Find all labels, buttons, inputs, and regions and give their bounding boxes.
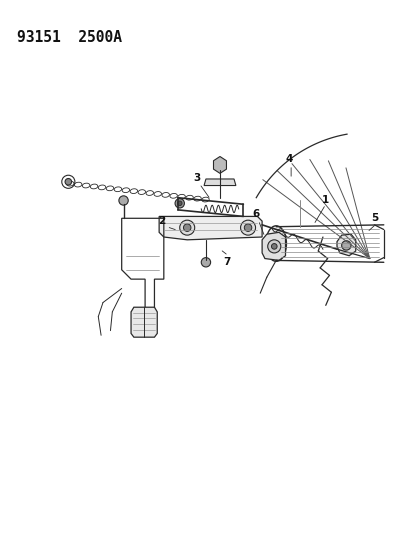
- Circle shape: [267, 240, 280, 253]
- Text: 7: 7: [222, 257, 230, 267]
- Text: 2: 2: [158, 216, 165, 226]
- Text: 8: 8: [412, 232, 413, 242]
- Circle shape: [177, 201, 182, 206]
- Circle shape: [119, 196, 128, 205]
- Polygon shape: [204, 179, 235, 185]
- Polygon shape: [261, 232, 285, 261]
- Text: 93151  2500A: 93151 2500A: [17, 30, 121, 45]
- Polygon shape: [336, 234, 355, 256]
- Circle shape: [262, 240, 279, 257]
- Text: 5: 5: [370, 213, 377, 223]
- Circle shape: [271, 244, 276, 249]
- Circle shape: [183, 224, 190, 231]
- Text: 4: 4: [285, 155, 292, 164]
- Polygon shape: [213, 157, 226, 173]
- Circle shape: [244, 224, 251, 231]
- Circle shape: [179, 220, 194, 235]
- Circle shape: [201, 257, 210, 267]
- Circle shape: [267, 245, 275, 252]
- Ellipse shape: [265, 226, 286, 261]
- Text: 3: 3: [192, 173, 200, 183]
- Circle shape: [341, 241, 350, 250]
- Text: 1: 1: [321, 195, 329, 205]
- Polygon shape: [159, 216, 261, 240]
- Circle shape: [65, 179, 71, 185]
- Circle shape: [240, 220, 255, 235]
- Circle shape: [268, 236, 283, 251]
- Circle shape: [175, 199, 184, 208]
- Text: 6: 6: [252, 208, 259, 219]
- Polygon shape: [131, 307, 157, 337]
